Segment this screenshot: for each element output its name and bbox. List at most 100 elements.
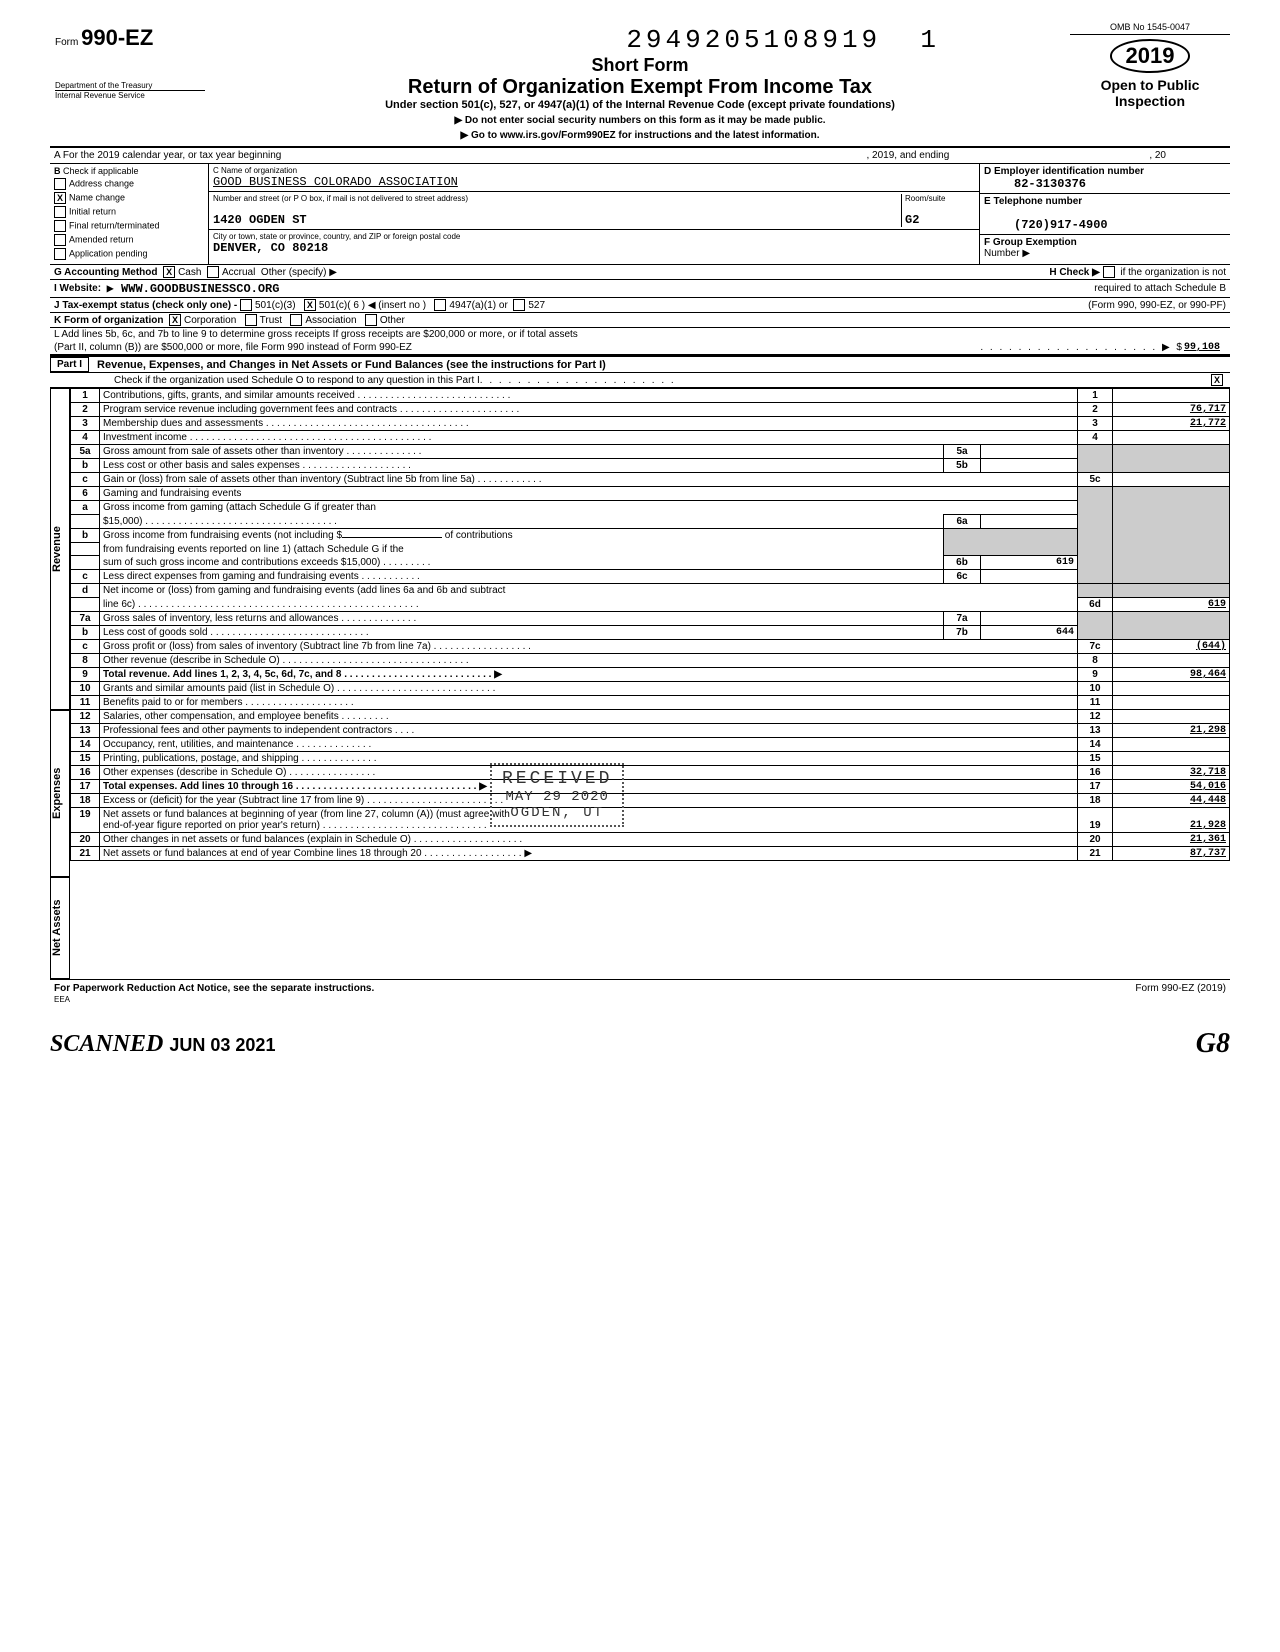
chk-application-pending[interactable] bbox=[54, 248, 66, 260]
dln: 2949205108919 bbox=[626, 25, 881, 55]
inspection-label: Inspection bbox=[1070, 93, 1230, 109]
row-h-label: H Check ▶ bbox=[1049, 267, 1099, 278]
org-name: GOOD BUSINESS COLORADO ASSOCIATION bbox=[213, 175, 458, 189]
chk-final-return[interactable] bbox=[54, 220, 66, 232]
line-1: 1Contributions, gifts, grants, and simil… bbox=[71, 389, 1230, 403]
chk-association[interactable] bbox=[290, 314, 302, 326]
line-7a: 7aGross sales of inventory, less returns… bbox=[71, 612, 1230, 626]
group-exemption-label: F Group Exemption bbox=[984, 237, 1077, 248]
part1-scheduleO-check: Check if the organization used Schedule … bbox=[50, 373, 1230, 388]
line-9: 9Total revenue. Add lines 1, 2, 3, 4, 5c… bbox=[71, 668, 1230, 682]
omb-box: OMB No 1545-0047 2019 Open to Public Ins… bbox=[1070, 20, 1230, 109]
chk-schedule-o-part1[interactable]: X bbox=[1211, 374, 1223, 386]
footer: For Paperwork Reduction Act Notice, see … bbox=[50, 979, 1230, 1008]
line-6b-3: sum of such gross income and contributio… bbox=[71, 556, 1230, 570]
row-j-tax-exempt: J Tax-exempt status (check only one) - 5… bbox=[50, 298, 1230, 313]
row-h-text: if the organization is not bbox=[1120, 267, 1226, 278]
row-a-pre: A For the 2019 calendar year, or tax yea… bbox=[54, 150, 281, 161]
phone: (720)917-4900 bbox=[984, 218, 1108, 232]
chk-527[interactable] bbox=[513, 299, 525, 311]
tax-year: 2019 bbox=[1110, 39, 1191, 73]
row-l-text1: L Add lines 5b, 6c, and 7b to line 9 to … bbox=[54, 329, 578, 340]
line-7c: cGross profit or (loss) from sales of in… bbox=[71, 640, 1230, 654]
line-6c: cLess direct expenses from gaming and fu… bbox=[71, 570, 1230, 584]
line-6d-2: line 6c) . . . . . . . . . . . . . . . .… bbox=[71, 598, 1230, 612]
col-b-checkboxes: B Check if applicable Address change XNa… bbox=[50, 164, 209, 264]
row-a-mid: , 2019, and ending bbox=[866, 150, 949, 161]
line-20: 20Other changes in net assets or fund ba… bbox=[71, 833, 1230, 847]
chk-501c3[interactable] bbox=[240, 299, 252, 311]
form-id-box: Form 990-EZ Department of the Treasury I… bbox=[50, 20, 210, 105]
stamp-office: OGDEN, UT bbox=[502, 805, 612, 821]
chk-cash[interactable]: X bbox=[163, 266, 175, 278]
chk-trust[interactable] bbox=[245, 314, 257, 326]
line-3: 3Membership dues and assessments . . . .… bbox=[71, 417, 1230, 431]
lbl-accrual: Accrual bbox=[222, 267, 255, 278]
line-6a-2: $15,000) . . . . . . . . . . . . . . . .… bbox=[71, 515, 1230, 529]
chk-address-change[interactable] bbox=[54, 178, 66, 190]
chk-accrual[interactable] bbox=[207, 266, 219, 278]
lbl-application-pending: Application pending bbox=[69, 248, 148, 258]
lbl-trust: Trust bbox=[260, 315, 282, 326]
col-b-label: Check if applicable bbox=[63, 166, 139, 176]
group-exemption-number-label: Number ▶ bbox=[984, 248, 1030, 259]
line-12: 12Salaries, other compensation, and empl… bbox=[71, 710, 1230, 724]
lbl-4947a1: 4947(a)(1) or bbox=[449, 300, 507, 311]
dept-treasury: Department of the Treasury bbox=[55, 81, 205, 91]
lbl-name-change: Name change bbox=[69, 192, 125, 202]
line-15: 15Printing, publications, postage, and s… bbox=[71, 752, 1230, 766]
form-header: Form 990-EZ Department of the Treasury I… bbox=[50, 20, 1230, 148]
row-l-line1: L Add lines 5b, 6c, and 7b to line 9 to … bbox=[50, 328, 1230, 341]
row-i-label: I Website: bbox=[54, 283, 101, 294]
title-box: 2949205108919 1 Short Form Return of Org… bbox=[210, 20, 1070, 146]
chk-amended-return[interactable] bbox=[54, 234, 66, 246]
row-g-accounting: G Accounting Method XCash Accrual Other … bbox=[50, 265, 1230, 280]
chk-initial-return[interactable] bbox=[54, 206, 66, 218]
row-a-end: , 20 bbox=[1149, 150, 1166, 161]
side-expenses: Expenses bbox=[50, 710, 70, 877]
part1-checkline: Check if the organization used Schedule … bbox=[54, 375, 480, 386]
col-b-letter: B bbox=[54, 166, 61, 176]
line-11: 11Benefits paid to or for members . . . … bbox=[71, 696, 1230, 710]
row-a-tax-year: A For the 2019 calendar year, or tax yea… bbox=[50, 148, 1230, 164]
part1-header: Part I Revenue, Expenses, and Changes in… bbox=[50, 355, 1230, 373]
chk-schedule-b-not-required[interactable] bbox=[1103, 266, 1115, 278]
col-c-org: C Name of organization GOOD BUSINESS COL… bbox=[209, 164, 979, 264]
lbl-501c: 501(c)( 6 ) bbox=[319, 300, 365, 311]
form-footer-id: Form 990-EZ (2019) bbox=[1135, 983, 1226, 1005]
row-l-dots: . . . . . . . . . . . . . . . . . . . ▶ … bbox=[980, 342, 1184, 353]
line-17: 17Total expenses. Add lines 10 through 1… bbox=[71, 780, 1230, 794]
dept-irs: Internal Revenue Service bbox=[55, 91, 205, 100]
chk-501c[interactable]: X bbox=[304, 299, 316, 311]
scan-footer: SCANNED JUN 03 2021 G8 bbox=[50, 1028, 1230, 1060]
part1-title: Revenue, Expenses, and Changes in Net As… bbox=[89, 359, 606, 371]
city-state-zip: DENVER, CO 80218 bbox=[213, 241, 328, 255]
row-k-label: K Form of organization bbox=[54, 315, 163, 326]
line-19: 19Net assets or fund balances at beginni… bbox=[71, 808, 1230, 833]
paperwork-notice: For Paperwork Reduction Act Notice, see … bbox=[54, 983, 374, 994]
line-10: 10Grants and similar amounts paid (list … bbox=[71, 682, 1230, 696]
scanned-label: SCANNED bbox=[50, 1031, 163, 1057]
chk-corporation[interactable]: X bbox=[169, 314, 181, 326]
chk-other-org[interactable] bbox=[365, 314, 377, 326]
goto-line: ▶ Go to www.irs.gov/Form990EZ for instru… bbox=[220, 130, 1060, 141]
line-6a-1: aGross income from gaming (attach Schedu… bbox=[71, 501, 1230, 515]
chk-4947a1[interactable] bbox=[434, 299, 446, 311]
line-8: 8Other revenue (describe in Schedule O) … bbox=[71, 654, 1230, 668]
stamp-date: MAY 29 2020 bbox=[502, 789, 612, 805]
row-g-label: G Accounting Method bbox=[54, 267, 158, 278]
phone-label: E Telephone number bbox=[984, 196, 1082, 207]
part1-label: Part I bbox=[50, 357, 89, 372]
schedule-b-cont: required to attach Schedule B bbox=[1094, 283, 1226, 294]
side-revenue: Revenue bbox=[50, 388, 70, 710]
line-5a: 5aGross amount from sale of assets other… bbox=[71, 445, 1230, 459]
col-right-identifiers: D Employer identification number 82-3130… bbox=[979, 164, 1230, 264]
lbl-corporation: Corporation bbox=[184, 315, 236, 326]
row-i-website: I Website: ▶ WWW.GOODBUSINESSCO.ORG requ… bbox=[50, 280, 1230, 298]
form-prefix: Form bbox=[55, 37, 78, 48]
lines-table: 1Contributions, gifts, grants, and simil… bbox=[70, 388, 1230, 861]
chk-name-change[interactable]: X bbox=[54, 192, 66, 204]
stamp-received: RECEIVED bbox=[502, 769, 612, 789]
form-number: 990-EZ bbox=[81, 25, 153, 50]
handwritten-g8: G8 bbox=[1196, 1028, 1230, 1060]
